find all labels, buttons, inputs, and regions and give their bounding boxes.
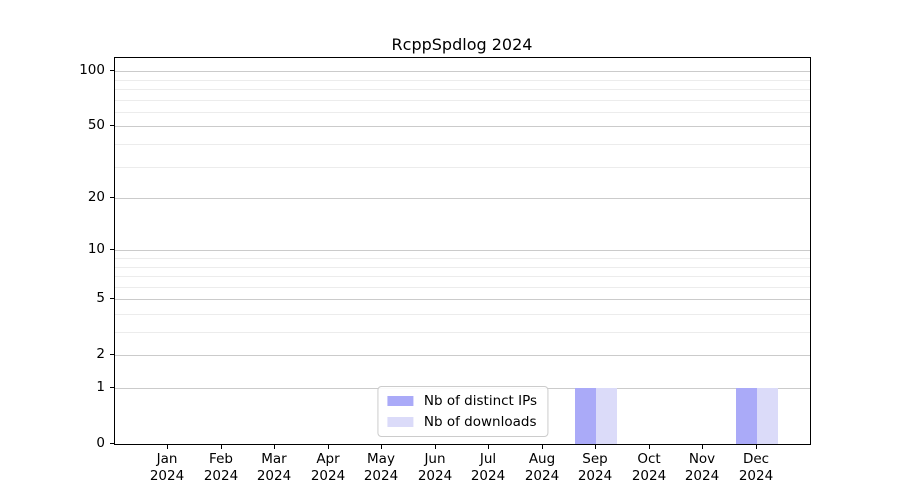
month-label: Apr	[316, 451, 340, 467]
month-label: Nov	[688, 451, 716, 467]
y-axis-tick-label: 5	[96, 290, 105, 306]
y-axis-tick	[110, 70, 114, 71]
x-axis-tick	[221, 445, 222, 449]
month-label: Mar	[261, 451, 287, 467]
x-axis-tick-label: Aug 2024	[507, 451, 577, 485]
minor-gridline	[115, 287, 810, 288]
x-axis-tick-label: Sep 2024	[560, 451, 630, 485]
year-label: 2024	[310, 468, 346, 484]
month-label: Jan	[156, 451, 178, 467]
x-axis-tick	[328, 445, 329, 449]
minor-gridline	[115, 167, 810, 168]
y-axis-tick-label: 1	[96, 379, 105, 395]
major-gridline	[115, 71, 810, 72]
y-axis-tick	[110, 249, 114, 250]
legend-item-downloads: Nb of downloads	[386, 414, 537, 430]
x-axis-tick	[435, 445, 436, 449]
x-axis-tick-label: Nov 2024	[667, 451, 737, 485]
y-axis-tick	[110, 298, 114, 299]
y-axis-tick-label: 0	[96, 435, 105, 451]
x-axis-tick	[649, 445, 650, 449]
major-gridline	[115, 299, 810, 300]
x-axis-tick-label: Jul 2024	[453, 451, 523, 485]
minor-gridline	[115, 267, 810, 268]
bar-distinct-ips	[736, 388, 757, 444]
month-label: Oct	[637, 451, 661, 467]
x-axis-tick-label: Jan 2024	[132, 451, 202, 485]
x-axis-tick-label: Feb 2024	[186, 451, 256, 485]
x-axis-tick-label: May 2024	[346, 451, 416, 485]
x-axis-tick-label: Oct 2024	[614, 451, 684, 485]
year-label: 2024	[524, 468, 560, 484]
year-label: 2024	[256, 468, 292, 484]
year-label: 2024	[417, 468, 453, 484]
minor-gridline	[115, 332, 810, 333]
minor-gridline	[115, 100, 810, 101]
bar-downloads	[757, 388, 778, 444]
legend: Nb of distinct IPs Nb of downloads	[376, 386, 549, 437]
minor-gridline	[115, 258, 810, 259]
major-gridline	[115, 355, 810, 356]
major-gridline	[115, 198, 810, 199]
month-label: Jun	[424, 451, 446, 467]
month-label: Feb	[209, 451, 233, 467]
x-axis-tick	[488, 445, 489, 449]
x-axis-tick	[702, 445, 703, 449]
minor-gridline	[115, 314, 810, 315]
month-label: Aug	[528, 451, 556, 467]
minor-gridline	[115, 144, 810, 145]
minor-gridline	[115, 89, 810, 90]
legend-swatch-downloads	[386, 417, 413, 427]
y-axis-tick	[110, 354, 114, 355]
month-label: Jul	[479, 451, 497, 467]
y-axis-tick	[110, 387, 114, 388]
y-axis-tick-label: 100	[79, 62, 105, 78]
x-axis-tick	[542, 445, 543, 449]
x-axis-tick-label: Dec 2024	[721, 451, 791, 485]
chart-title: RcppSpdlog 2024	[391, 35, 533, 54]
minor-gridline	[115, 80, 810, 81]
month-label: Sep	[582, 451, 608, 467]
legend-swatch-distinct-ips	[386, 396, 413, 406]
bar-downloads	[596, 388, 617, 444]
x-axis-tick	[167, 445, 168, 449]
y-axis-tick	[110, 443, 114, 444]
y-axis-tick-label: 50	[87, 117, 105, 133]
major-gridline	[115, 250, 810, 251]
minor-gridline	[115, 276, 810, 277]
x-axis-tick-label: Jun 2024	[400, 451, 470, 485]
year-label: 2024	[470, 468, 506, 484]
x-axis-tick	[274, 445, 275, 449]
legend-label: Nb of distinct IPs	[423, 393, 538, 409]
y-axis-tick-label: 10	[87, 241, 105, 257]
major-gridline	[115, 126, 810, 127]
month-label: May	[367, 451, 395, 467]
year-label: 2024	[149, 468, 185, 484]
y-axis-tick-label: 20	[87, 189, 105, 205]
y-axis-tick	[110, 125, 114, 126]
year-label: 2024	[738, 468, 774, 484]
year-label: 2024	[577, 468, 613, 484]
plot-area: Nb of distinct IPs Nb of downloads	[114, 57, 811, 445]
year-label: 2024	[631, 468, 667, 484]
x-axis-tick	[381, 445, 382, 449]
x-axis-tick-label: Apr 2024	[293, 451, 363, 485]
x-axis-tick-label: Mar 2024	[239, 451, 309, 485]
year-label: 2024	[363, 468, 399, 484]
legend-item-distinct-ips: Nb of distinct IPs	[386, 393, 538, 409]
year-label: 2024	[203, 468, 239, 484]
bar-distinct-ips	[575, 388, 596, 444]
y-axis-tick	[110, 197, 114, 198]
y-axis-tick-label: 2	[96, 346, 105, 362]
year-label: 2024	[684, 468, 720, 484]
minor-gridline	[115, 112, 810, 113]
legend-label: Nb of downloads	[423, 414, 537, 430]
x-axis-tick	[595, 445, 596, 449]
x-axis-tick	[756, 445, 757, 449]
month-label: Dec	[742, 451, 770, 467]
